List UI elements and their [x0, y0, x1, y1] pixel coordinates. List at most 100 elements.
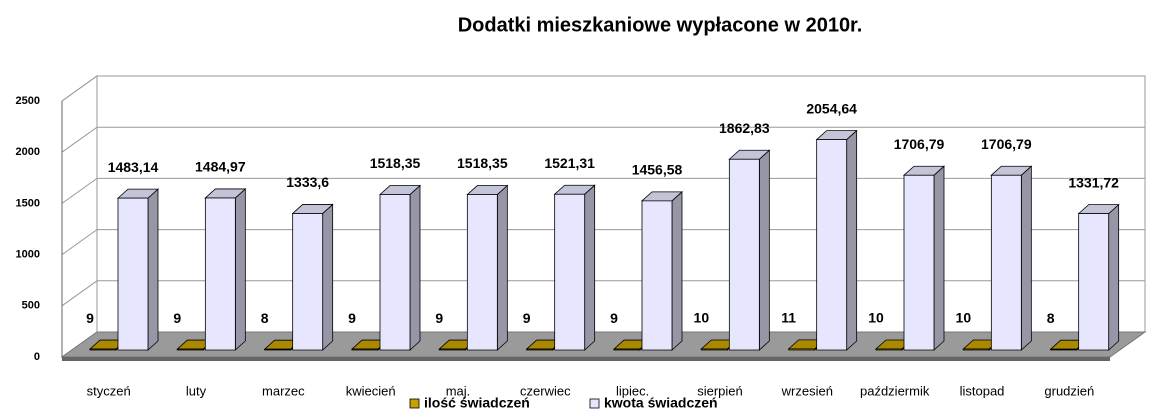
- x-tick-label: maj.: [446, 383, 471, 398]
- bar-front: [613, 348, 641, 351]
- bar-side: [234, 188, 246, 351]
- data-label: 1484,97: [195, 159, 246, 175]
- bar: [728, 149, 771, 351]
- grid-line: [61, 126, 1145, 153]
- y-tick-label: 0: [34, 351, 40, 363]
- y-tick-label: 2500: [16, 95, 40, 107]
- x-tick-label: czerwiec: [520, 383, 571, 398]
- back-wall: [96, 75, 1146, 333]
- bar-front: [351, 348, 379, 351]
- data-label: 9: [86, 310, 94, 326]
- bar-front: [264, 348, 292, 351]
- bar-front: [728, 158, 760, 351]
- data-label: 10: [694, 310, 710, 326]
- y-tick-label: 1000: [16, 249, 40, 261]
- bar-front: [903, 174, 935, 351]
- bar-front: [788, 348, 816, 351]
- bar: [553, 184, 596, 351]
- bar-front: [204, 197, 236, 351]
- data-label: 1706,79: [894, 136, 945, 152]
- bar-side: [584, 184, 596, 351]
- floor-edge: [62, 357, 1110, 361]
- chart-title: Dodatki mieszkaniowe wypłacone w 2010r.: [458, 14, 863, 36]
- data-label: 8: [261, 310, 269, 326]
- bar: [815, 129, 858, 351]
- bar: [990, 165, 1033, 351]
- x-tick-label: luty: [186, 383, 207, 398]
- x-tick-label: sierpień: [697, 383, 743, 398]
- bar-side: [409, 184, 421, 351]
- grid-line: [61, 229, 1145, 256]
- bar-side: [846, 129, 858, 351]
- bar-side: [933, 165, 945, 351]
- data-label: 10: [868, 310, 884, 326]
- data-label: 8: [1047, 310, 1055, 326]
- data-label: 11: [781, 310, 796, 326]
- y-tick-label: 2000: [16, 146, 40, 158]
- bar-front: [641, 200, 673, 351]
- y-tick-label: 500: [22, 300, 40, 312]
- bar-front: [1078, 213, 1110, 351]
- x-tick-label: wrzesień: [781, 383, 833, 398]
- bar-front: [466, 194, 498, 351]
- data-label: 9: [435, 310, 443, 326]
- legend-swatch: [409, 398, 420, 409]
- bar-front: [875, 348, 903, 351]
- data-label: 1456,58: [632, 162, 683, 178]
- data-label: 9: [348, 310, 356, 326]
- bar-side: [671, 190, 683, 351]
- data-label: 1518,35: [370, 155, 421, 171]
- legend-label: ilość świadczeń: [424, 395, 530, 410]
- bar-side: [496, 184, 508, 351]
- bar: [466, 184, 509, 351]
- bar-front: [176, 348, 204, 351]
- legend-label: kwota świadczeń: [604, 395, 718, 410]
- data-label: 10: [956, 310, 972, 326]
- bar: [1077, 203, 1120, 351]
- grid-line: [61, 177, 1145, 204]
- legend-swatch: [589, 398, 600, 409]
- bar-front: [379, 194, 411, 351]
- bar: [291, 203, 334, 351]
- bar-front: [117, 197, 149, 351]
- x-tick-label: grudzień: [1044, 383, 1094, 398]
- x-tick-label: kwiecień: [346, 383, 396, 398]
- data-label: 1862,83: [719, 120, 770, 136]
- data-label: 1331,72: [1068, 174, 1119, 190]
- bar-front: [438, 348, 466, 351]
- bar-front: [292, 213, 324, 351]
- data-label: 2054,64: [806, 100, 857, 116]
- data-label: 1518,35: [457, 155, 508, 171]
- data-label: 1521,31: [544, 155, 595, 171]
- data-label: 1706,79: [981, 136, 1032, 152]
- bar: [116, 188, 160, 351]
- data-label: 9: [523, 310, 531, 326]
- data-label: 1483,14: [108, 159, 159, 175]
- bar-front: [962, 348, 990, 351]
- bar-front: [89, 348, 117, 351]
- y-tick-label: 1500: [16, 197, 40, 209]
- x-tick-label: marzec: [262, 383, 305, 398]
- bar: [902, 165, 946, 351]
- x-tick-label: listopad: [960, 383, 1005, 398]
- bar-front: [554, 193, 586, 351]
- data-label: 1333,6: [286, 174, 329, 190]
- bar-front: [816, 139, 848, 351]
- data-label: 9: [173, 310, 181, 326]
- bar-side: [758, 149, 770, 351]
- bar-side: [1020, 165, 1032, 351]
- bar-front: [1050, 348, 1078, 351]
- bar-side: [147, 188, 159, 351]
- grid-line: [61, 280, 1145, 307]
- bar-front: [700, 348, 728, 351]
- bar-front: [526, 348, 554, 351]
- bar: [378, 184, 422, 351]
- x-tick-label: lipiec.: [616, 383, 649, 398]
- bar: [204, 188, 247, 351]
- x-tick-label: styczeń: [87, 383, 131, 398]
- bar: [640, 190, 684, 351]
- bar-side: [322, 203, 334, 351]
- x-tick-label: paździermik: [860, 383, 930, 398]
- grid-line: [61, 75, 1145, 102]
